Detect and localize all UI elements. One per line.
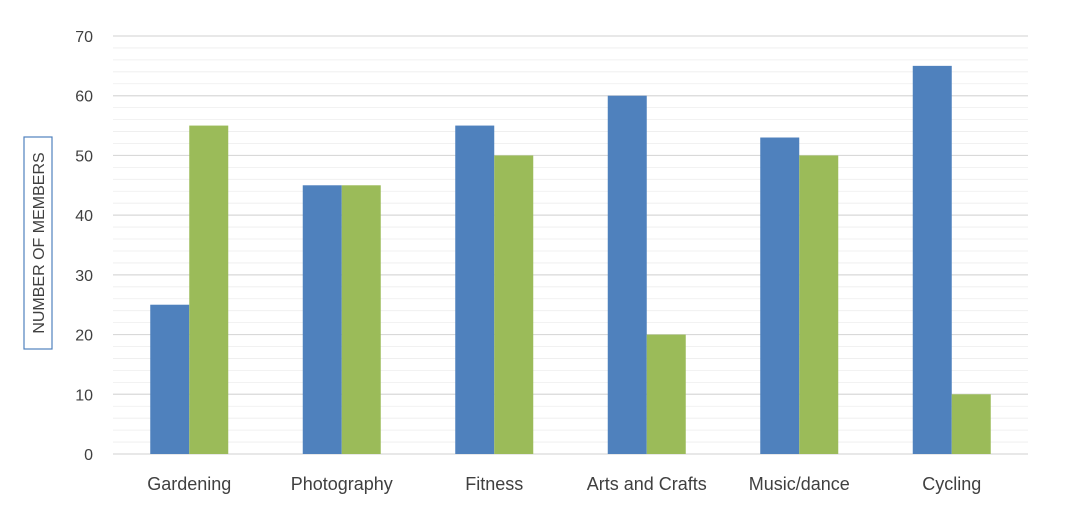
x-axis-category-labels: Gardening Photography Fitness Arts and Craf… <box>147 474 981 494</box>
y-axis-label-box <box>23 136 53 350</box>
bar-series-2 <box>494 155 534 454</box>
x-category-label: Arts and Crafts <box>587 474 707 494</box>
y-tick-label: 40 <box>75 208 93 225</box>
bar-series-1 <box>302 185 342 455</box>
bar-series-2 <box>799 155 839 454</box>
gridlines <box>113 35 1028 455</box>
x-category-label: Music/dance <box>749 474 850 494</box>
bar-series-1 <box>760 137 800 454</box>
y-tick-label: 70 <box>75 29 93 46</box>
x-category-label: Photography <box>291 474 393 494</box>
x-category-label: Fitness <box>465 474 523 494</box>
y-axis-tick-labels: 0 10 20 30 40 50 60 70 <box>75 29 93 464</box>
y-tick-label: 30 <box>75 268 93 285</box>
bar-series-1 <box>607 95 647 454</box>
y-tick-label: 0 <box>84 447 93 464</box>
y-tick-label: 50 <box>75 148 93 165</box>
y-axis-label-text: NUMBER OF MEMBERS <box>31 152 48 333</box>
bar-series-2 <box>341 185 381 455</box>
y-axis-label: NUMBER OF MEMBERS <box>23 136 53 350</box>
x-category-label: Cycling <box>922 474 981 494</box>
bar-series-2 <box>646 334 686 454</box>
bars <box>150 65 991 455</box>
x-category-label: Gardening <box>147 474 231 494</box>
bar-series-1 <box>150 304 190 454</box>
y-tick-label: 60 <box>75 89 93 106</box>
y-tick-label: 20 <box>75 328 93 345</box>
bar-series-1 <box>912 65 952 454</box>
bar-series-1 <box>455 125 495 455</box>
y-tick-label: 10 <box>75 387 93 404</box>
bar-series-2 <box>951 394 991 454</box>
bar-series-2 <box>189 125 229 455</box>
